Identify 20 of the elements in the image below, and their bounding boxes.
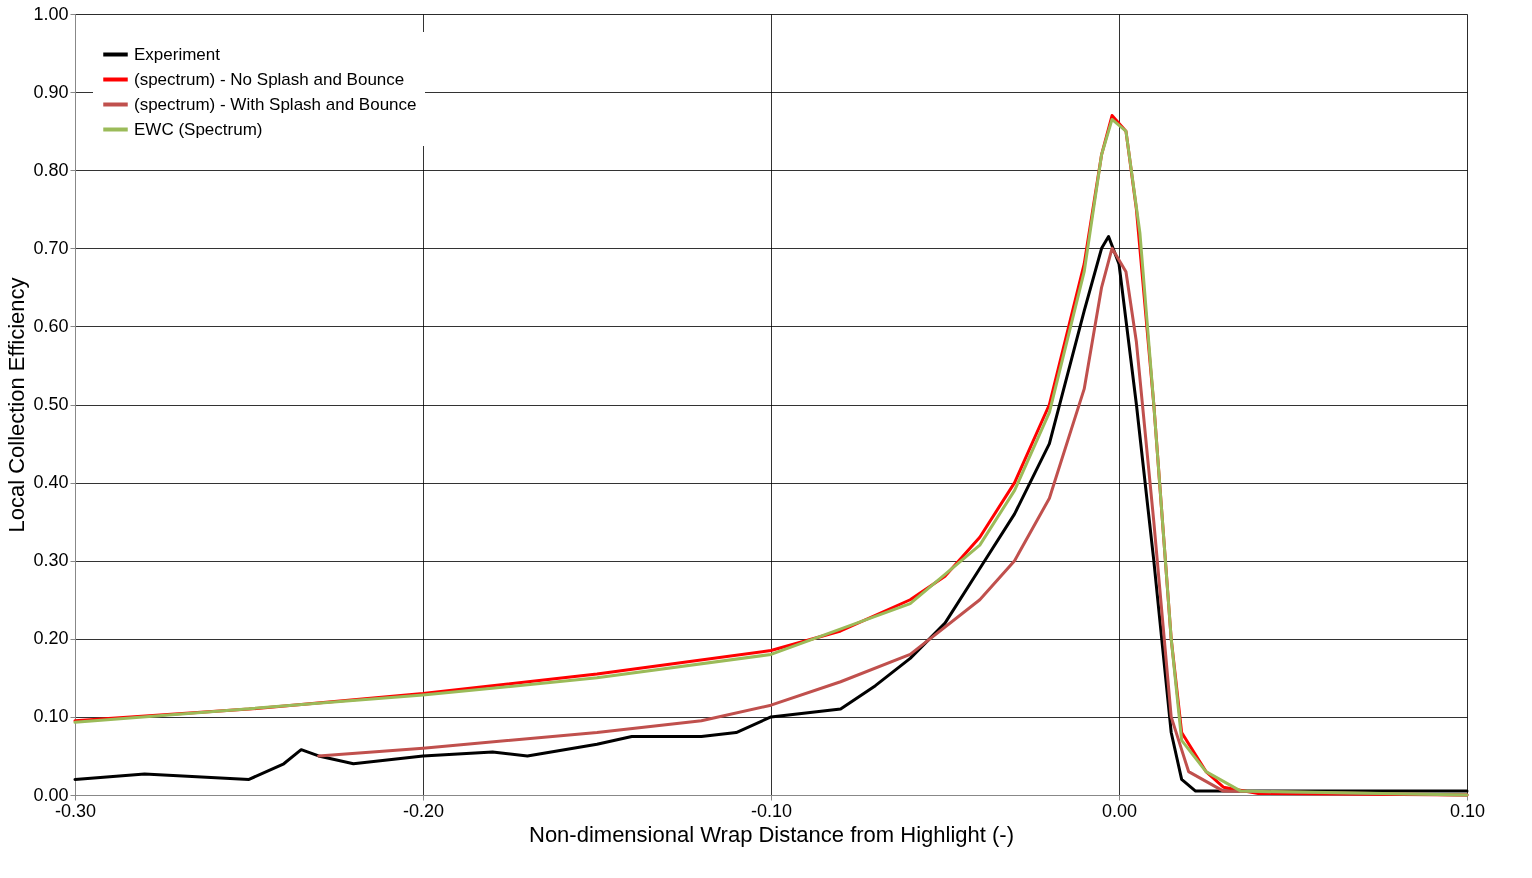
x-tick-label: -0.10	[750, 800, 793, 821]
legend-label: (spectrum) - With Splash and Bounce	[134, 94, 417, 114]
x-axis-title: Non-dimensional Wrap Distance from Highlight (-)	[529, 821, 1014, 847]
y-tick-label: 1.00	[33, 3, 69, 24]
y-tick-label: 0.60	[33, 315, 69, 336]
y-tick-label: 0.70	[33, 237, 69, 258]
legend-label: EWC (Spectrum)	[134, 119, 263, 139]
legend-label: (spectrum) - No Splash and Bounce	[134, 69, 405, 89]
y-tick-label: 0.50	[33, 394, 69, 414]
y-tick-label: 0.30	[33, 550, 69, 571]
legend-label: Experiment	[134, 44, 221, 64]
y-tick-label: 0.80	[33, 159, 69, 180]
y-axis-title: Local Collection Efficiency	[4, 277, 30, 533]
y-tick-label: 0.40	[33, 472, 69, 493]
y-tick-label: 0.90	[33, 81, 69, 102]
x-tick-label: 0.00	[1101, 800, 1138, 821]
x-tick-label: -0.20	[402, 800, 445, 821]
y-tick-label: 0.20	[33, 628, 69, 649]
x-tick-label: 0.10	[1449, 800, 1486, 821]
y-tick-label: 0.10	[33, 706, 69, 727]
